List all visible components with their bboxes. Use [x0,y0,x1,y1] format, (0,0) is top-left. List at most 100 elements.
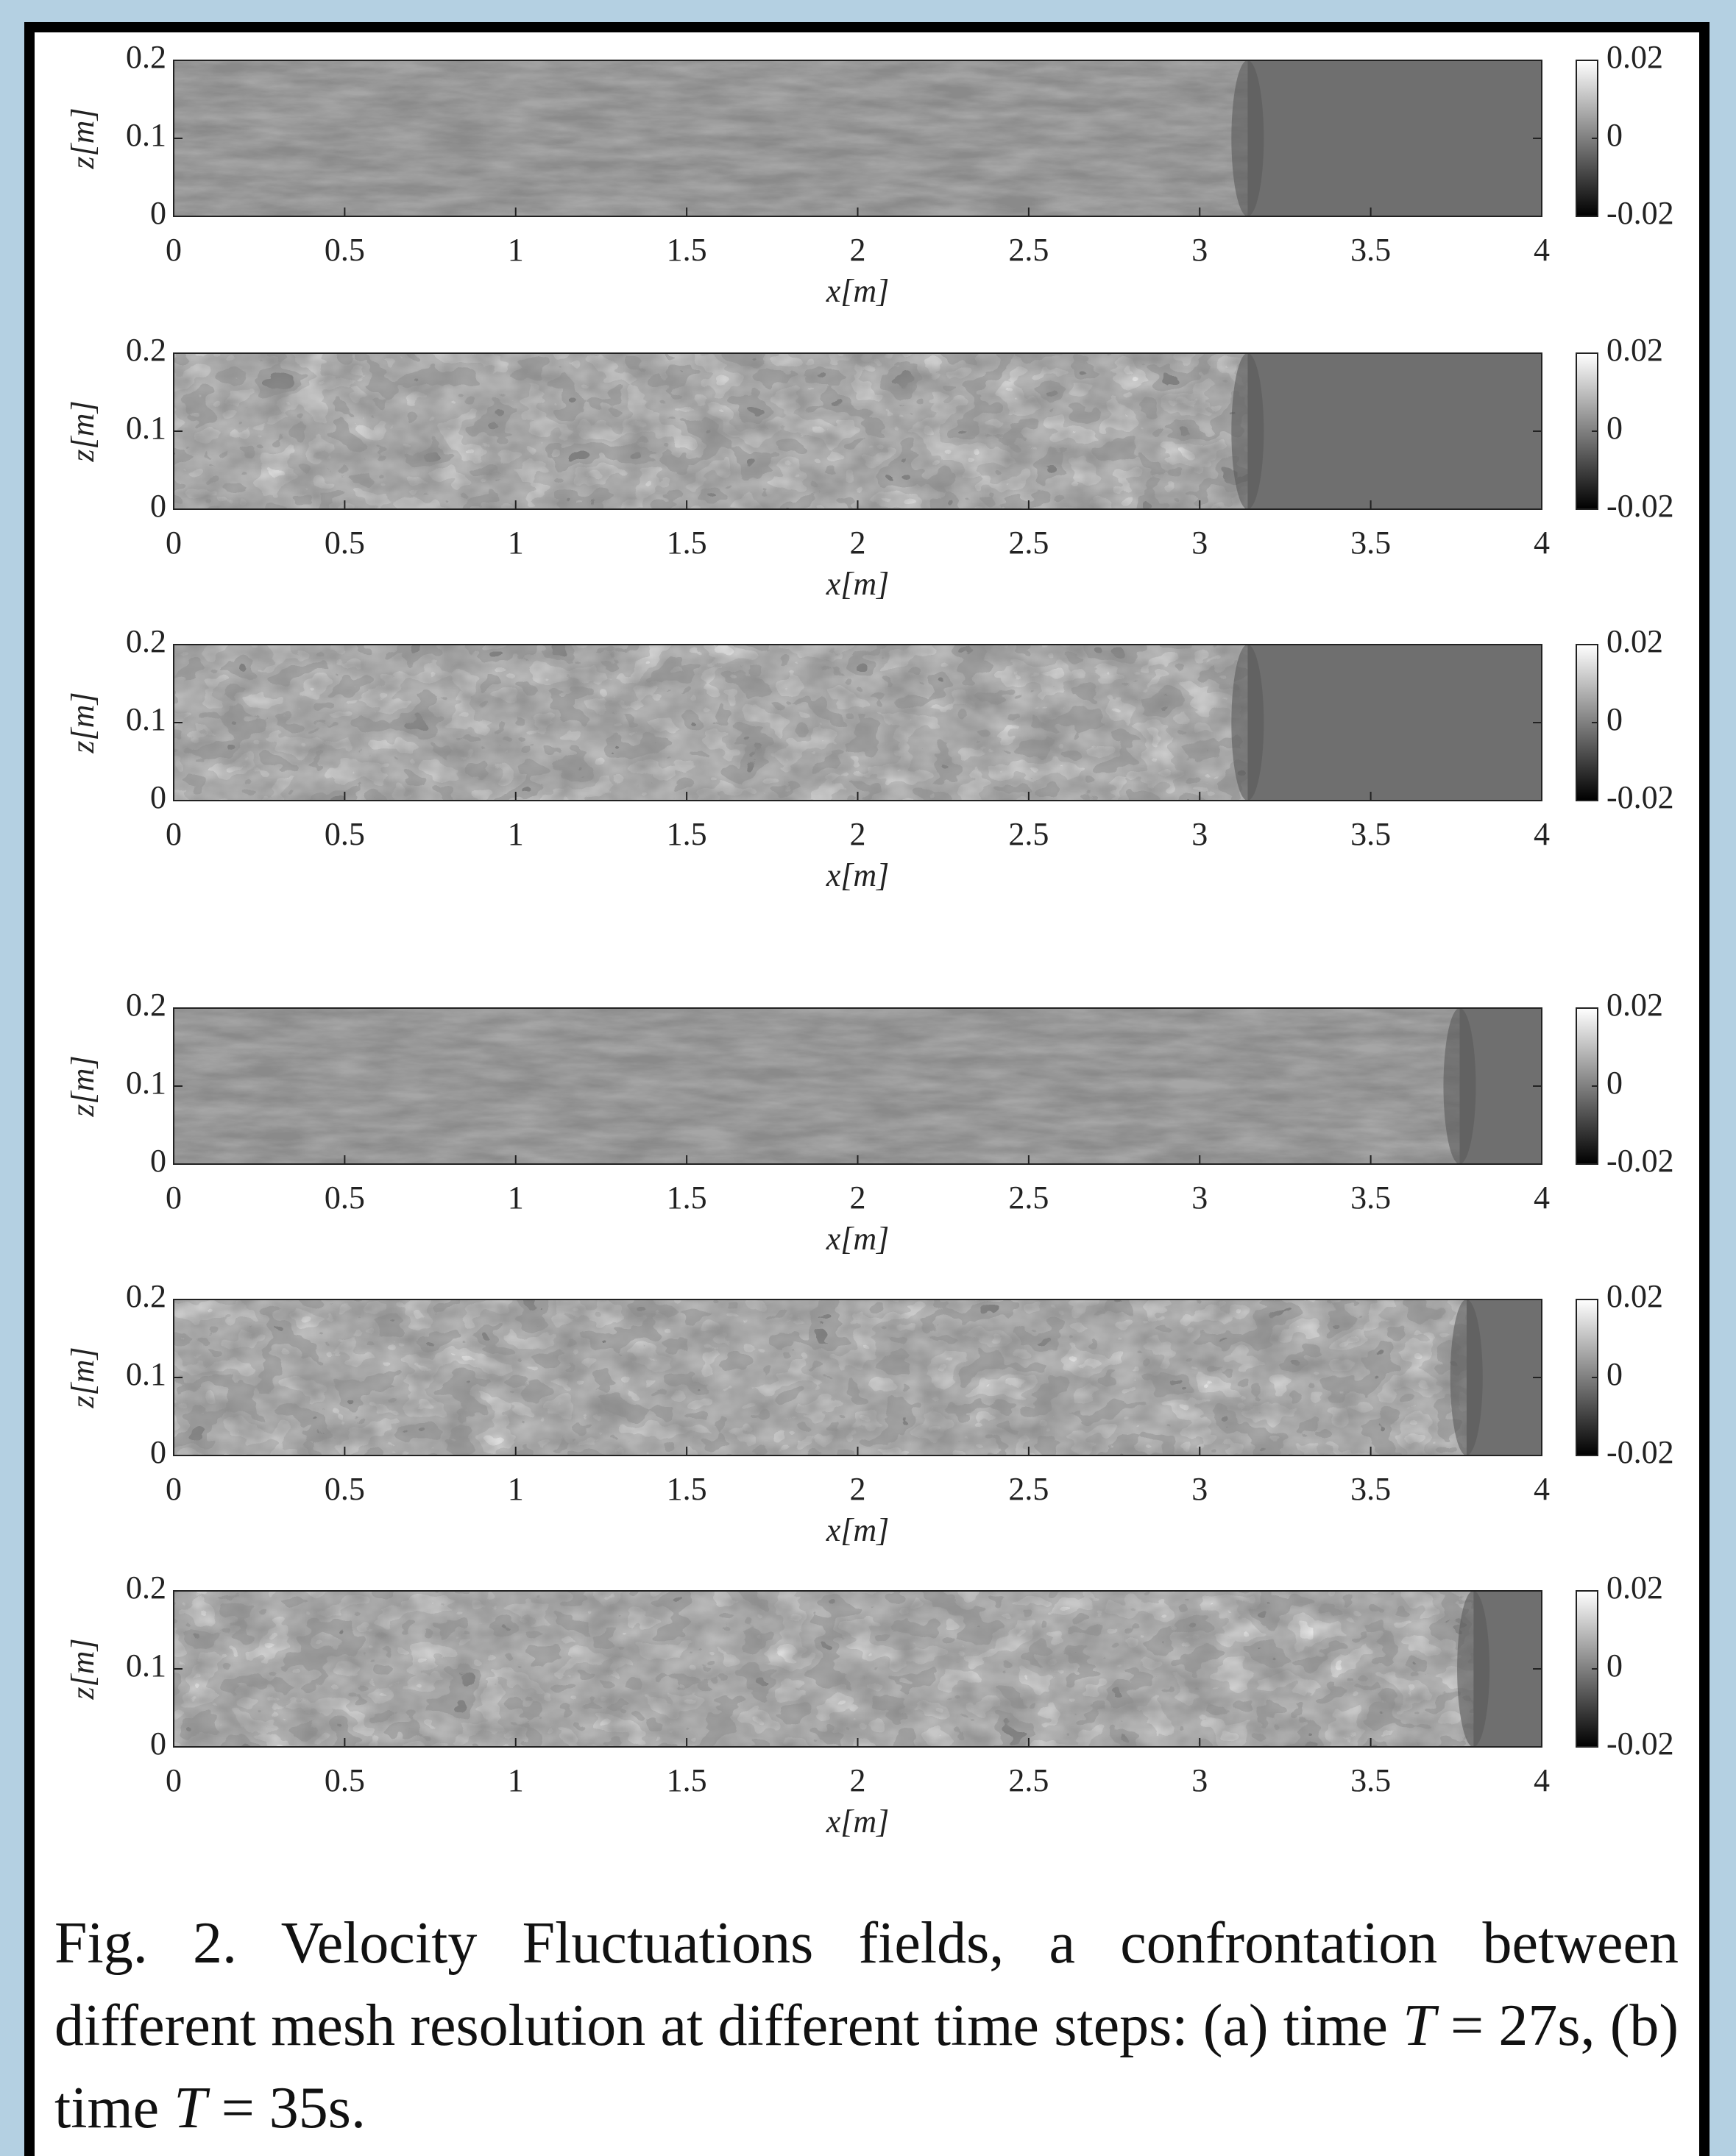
page: 0 0.5 1 1.5 2 2.5 3 3.5 4 0 0.1 0.2 x[m] z[m] -0.02 0 0.… [0,0,1736,2145]
y-tick-label: 0 [150,488,166,524]
x-tick-label: 1.5 [667,232,707,268]
y-tick-label: 0.2 [126,332,166,368]
x-tick-label: 2 [850,1471,866,1507]
x-tick-label: 3 [1191,525,1208,561]
colorbar-tick-label: 0.02 [1606,39,1663,75]
front-bulge [1231,60,1264,216]
y-tick-label: 0 [150,779,166,815]
x-tick-label: 2 [850,1180,866,1216]
x-tick-label: 3.5 [1350,1762,1391,1798]
x-tick-label: 1 [508,816,524,852]
x-axis-label: x[m] [826,1512,890,1548]
x-tick-label: 2.5 [1008,232,1049,268]
colorbar-tick-label: 0 [1606,701,1623,737]
y-axis-label: z[m] [65,692,101,753]
caption-symbol: T [1403,1993,1436,2058]
x-tick-label: 3.5 [1350,1471,1391,1507]
front-bulge [1450,1299,1483,1455]
colorbar-tick-label: 0 [1606,1065,1623,1101]
x-tick-label: 2 [850,232,866,268]
field-texture [174,1008,1459,1164]
y-tick-label: 0 [150,1434,166,1470]
x-axis-label: x[m] [826,1804,890,1840]
front-bulge [1231,645,1264,801]
x-tick-label: 0.5 [325,1471,365,1507]
x-axis-label: x[m] [826,1221,890,1257]
x-tick-label: 3.5 [1350,816,1391,852]
x-tick-label: 0 [166,232,182,268]
x-tick-label: 1 [508,525,524,561]
y-tick-label: 0.1 [126,1065,166,1101]
x-tick-label: 1 [508,232,524,268]
x-tick-label: 1.5 [667,816,707,852]
x-tick-label: 0 [166,525,182,561]
x-tick-label: 3 [1191,1471,1208,1507]
x-tick-label: 3 [1191,1180,1208,1216]
x-tick-label: 3 [1191,1762,1208,1798]
colorbar-tick-label: -0.02 [1606,1434,1674,1470]
y-tick-label: 0.1 [126,1356,166,1392]
x-tick-label: 3.5 [1350,1180,1391,1216]
y-tick-label: 0.2 [126,1278,166,1314]
x-axis-label: x[m] [826,273,890,309]
colorbar-tick-label: -0.02 [1606,779,1674,815]
x-tick-label: 2.5 [1008,1471,1049,1507]
x-tick-label: 0.5 [325,1762,365,1798]
x-tick-label: 0 [166,1180,182,1216]
y-tick-label: 0.1 [126,1648,166,1684]
colorbar-tick-label: 0.02 [1606,1278,1663,1314]
colorbar-tick-label: 0.02 [1606,1570,1663,1606]
caption-symbol: T [174,2076,207,2141]
y-tick-label: 0.1 [126,117,166,153]
y-axis-label: z[m] [65,1347,101,1408]
y-axis-label: z[m] [65,1055,101,1117]
front-bulge [1231,353,1264,509]
colorbar-tick-label: 0 [1606,1356,1623,1392]
caption: Fig. 2. Velocity Fluctuations fields, a … [54,1902,1679,2149]
x-tick-label: 3.5 [1350,525,1391,561]
x-tick-label: 2 [850,525,866,561]
y-tick-label: 0.1 [126,410,166,446]
y-tick-label: 0.2 [126,623,166,659]
field-texture [174,645,1247,801]
y-tick-label: 0 [150,1726,166,1762]
x-tick-label: 4 [1534,1180,1550,1216]
x-tick-label: 1 [508,1180,524,1216]
x-axis-label: x[m] [826,566,890,602]
x-tick-label: 0 [166,816,182,852]
x-tick-label: 4 [1534,1762,1550,1798]
colorbar-tick-label: 0.02 [1606,332,1663,368]
x-tick-label: 1.5 [667,1180,707,1216]
y-tick-label: 0.1 [126,701,166,737]
x-tick-label: 1.5 [667,525,707,561]
y-axis-label: z[m] [65,400,101,462]
x-tick-label: 0.5 [325,1180,365,1216]
x-tick-label: 1 [508,1762,524,1798]
y-tick-label: 0.2 [126,987,166,1023]
caption-text: = 35s. [207,2076,366,2141]
front-bulge [1443,1008,1475,1164]
x-tick-label: 2.5 [1008,1762,1049,1798]
y-tick-label: 0.2 [126,1570,166,1606]
y-axis-label: z[m] [65,107,101,169]
x-tick-label: 0 [166,1762,182,1798]
x-tick-label: 4 [1534,525,1550,561]
x-tick-label: 0.5 [325,232,365,268]
x-tick-label: 2.5 [1008,525,1049,561]
field-texture [174,60,1247,216]
colorbar-tick-label: 0.02 [1606,623,1663,659]
colorbar-tick-label: 0 [1606,410,1623,446]
colorbar-tick-label: 0.02 [1606,987,1663,1023]
x-tick-label: 4 [1534,232,1550,268]
field-texture [174,1299,1467,1455]
figure: 0 0.5 1 1.5 2 2.5 3 3.5 4 0 0.1 0.2 x[m] z[m] -0.02 0 0.… [0,0,1736,1898]
x-tick-label: 0.5 [325,816,365,852]
colorbar-tick-label: 0 [1606,117,1623,153]
x-tick-label: 1 [508,1471,524,1507]
colorbar-tick-label: -0.02 [1606,488,1674,524]
x-tick-label: 2 [850,1762,866,1798]
colorbar-tick-label: -0.02 [1606,1726,1674,1762]
x-tick-label: 0 [166,1471,182,1507]
colorbar-tick-label: 0 [1606,1648,1623,1684]
x-tick-label: 2.5 [1008,816,1049,852]
